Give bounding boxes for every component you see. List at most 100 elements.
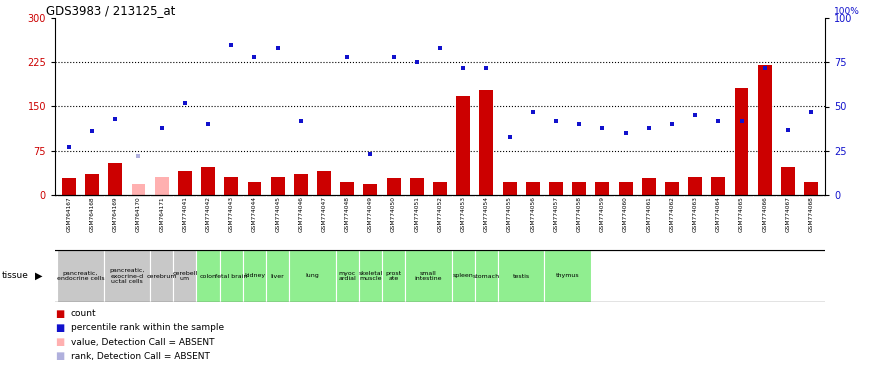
Text: GSM774044: GSM774044 [252,196,257,232]
Bar [387,179,401,195]
Text: GSM774066: GSM774066 [762,196,767,232]
Bar [688,177,702,195]
Text: GSM774067: GSM774067 [786,196,791,232]
Text: GSM764167: GSM764167 [66,196,71,232]
Text: myoc
ardial: myoc ardial [338,271,356,281]
Bar [248,182,262,195]
Text: skeletal
muscle: skeletal muscle [358,271,382,281]
Text: GSM764170: GSM764170 [136,196,141,232]
Bar [201,167,215,195]
Text: GSM774057: GSM774057 [554,196,559,232]
Text: GSM774052: GSM774052 [437,196,442,232]
Text: kidney: kidney [244,273,265,278]
Bar [294,174,308,195]
Text: prost
ate: prost ate [386,271,401,281]
Text: fetal brain: fetal brain [216,273,248,278]
Text: stomach: stomach [473,273,500,278]
Bar [549,182,563,195]
Text: GSM774046: GSM774046 [298,196,303,232]
Text: ■: ■ [55,337,64,347]
Text: GSM774064: GSM774064 [716,196,720,232]
Bar [480,90,494,195]
Text: ■: ■ [55,309,64,319]
Text: pancreatic,
exocrine-d
uctal cells: pancreatic, exocrine-d uctal cells [109,268,144,284]
Bar [289,250,335,302]
Text: GSM774065: GSM774065 [739,196,744,232]
Text: GSM774041: GSM774041 [182,196,188,232]
Bar [150,250,173,302]
Bar [178,171,192,195]
Text: spleen: spleen [453,273,474,278]
Text: lung: lung [306,273,319,278]
Text: GSM774042: GSM774042 [206,196,210,232]
Text: count: count [70,310,96,318]
Text: GSM774063: GSM774063 [693,196,698,232]
Bar [131,184,145,195]
Bar [363,184,377,195]
Bar [452,250,474,302]
Bar [502,182,516,195]
Bar [405,250,452,302]
Bar [341,182,355,195]
Text: GSM774050: GSM774050 [391,196,396,232]
Text: rank, Detection Call = ABSENT: rank, Detection Call = ABSENT [70,351,209,361]
Text: colon: colon [200,273,216,278]
Text: ▶: ▶ [35,271,43,281]
Text: value, Detection Call = ABSENT: value, Detection Call = ABSENT [70,338,214,346]
Bar [758,65,772,195]
Text: GDS3983 / 213125_at: GDS3983 / 213125_at [46,4,176,17]
Text: GSM774055: GSM774055 [507,196,512,232]
Bar [619,182,633,195]
Text: small
intestine: small intestine [415,271,442,281]
Bar [665,182,679,195]
Bar [456,96,470,195]
Text: GSM774061: GSM774061 [647,196,651,232]
Bar [781,167,795,195]
Text: GSM774043: GSM774043 [229,196,234,232]
Bar [196,250,220,302]
Text: GSM774054: GSM774054 [484,196,489,232]
Text: liver: liver [271,273,284,278]
Text: GSM774045: GSM774045 [275,196,280,232]
Bar [382,250,405,302]
Text: cerebell
um: cerebell um [172,271,197,281]
Text: GSM774068: GSM774068 [808,196,813,232]
Text: thymus: thymus [556,273,580,278]
Bar [270,177,285,195]
Bar [433,182,447,195]
Text: tissue: tissue [2,271,29,280]
Bar [317,171,331,195]
Text: testis: testis [513,273,530,278]
Bar [410,179,424,195]
Text: 100%: 100% [834,7,860,16]
Bar [712,177,726,195]
Text: ■: ■ [55,323,64,333]
Text: percentile rank within the sample: percentile rank within the sample [70,323,223,333]
Bar [224,177,238,195]
Text: GSM764171: GSM764171 [159,196,164,232]
Bar [734,88,748,195]
Text: GSM774058: GSM774058 [577,196,581,232]
Text: ■: ■ [55,351,64,361]
Bar [595,182,609,195]
Text: GSM774051: GSM774051 [415,196,420,232]
Bar [155,177,169,195]
Text: pancreatic,
endocrine cells: pancreatic, endocrine cells [56,271,104,281]
Text: GSM774059: GSM774059 [600,196,605,232]
Bar [57,250,103,302]
Text: GSM764169: GSM764169 [113,196,118,232]
Text: GSM764168: GSM764168 [90,196,95,232]
Text: GSM774047: GSM774047 [322,196,327,232]
Bar [359,250,382,302]
Bar [173,250,196,302]
Bar [804,182,818,195]
Text: cerebrum: cerebrum [147,273,177,278]
Bar [62,179,76,195]
Bar [220,250,242,302]
Bar [335,250,359,302]
Bar [266,250,289,302]
Bar [103,250,150,302]
Bar [498,250,544,302]
Text: GSM774056: GSM774056 [530,196,535,232]
Text: GSM774053: GSM774053 [461,196,466,232]
